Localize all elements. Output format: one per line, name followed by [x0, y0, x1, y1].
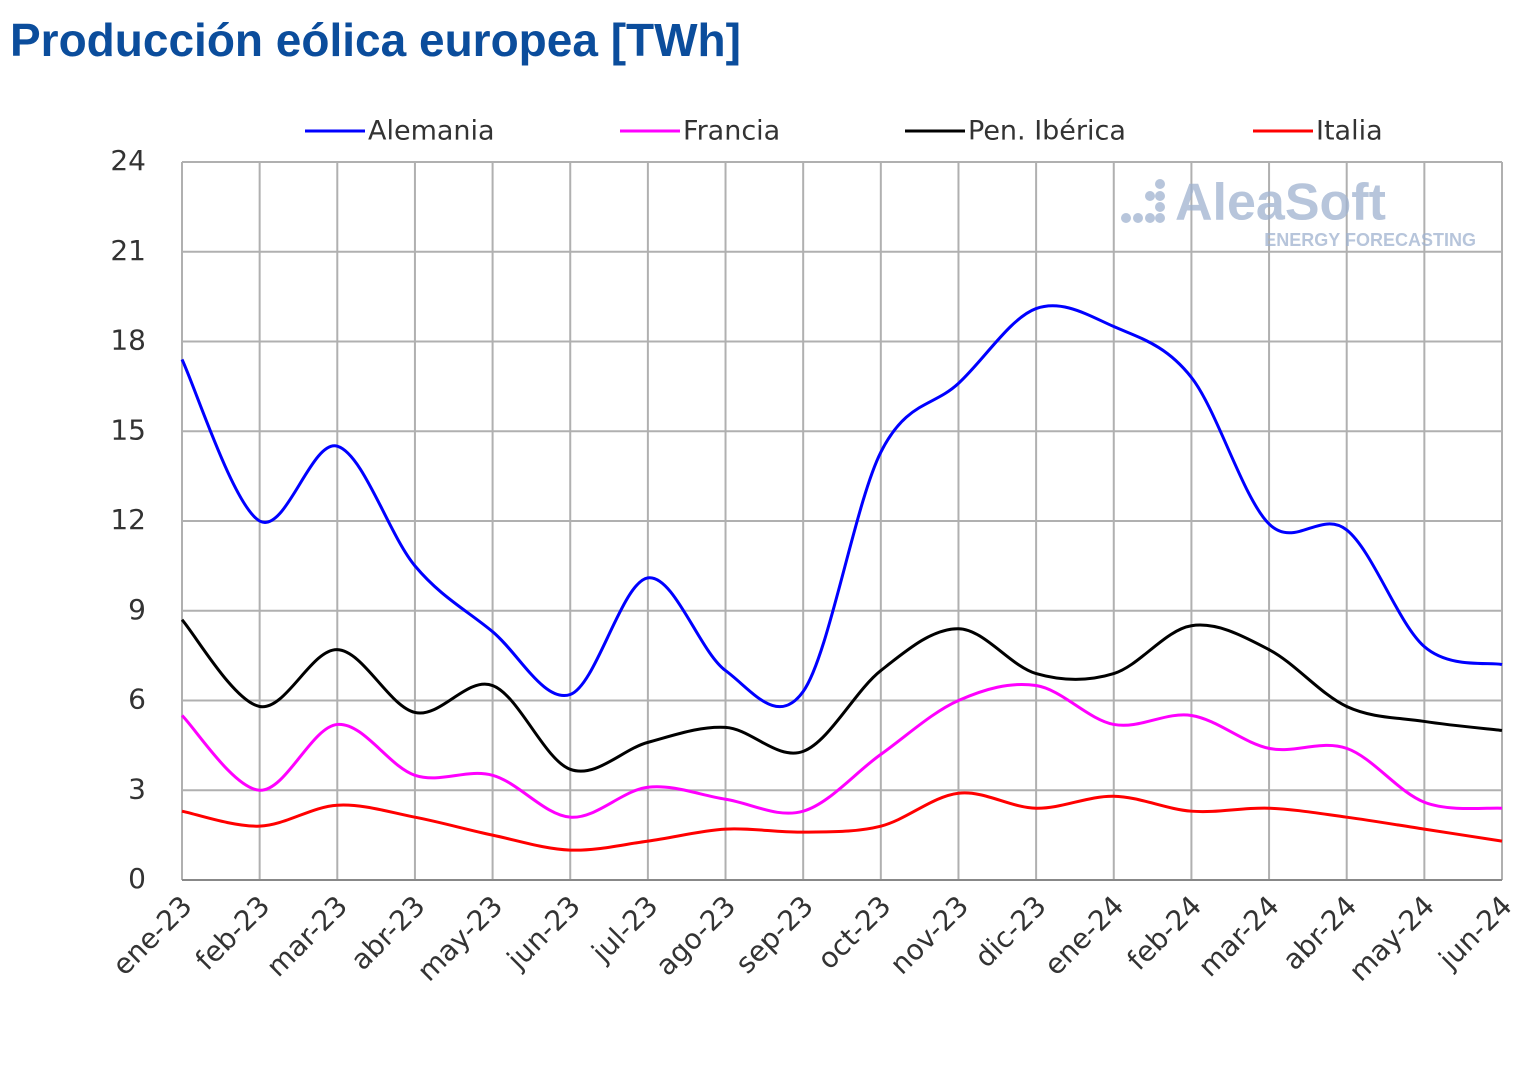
y-tick-label: 9: [128, 593, 146, 626]
x-tick-label: ene-23: [106, 889, 199, 982]
legend-label: Alemania: [368, 116, 495, 147]
watermark-logo: [1121, 179, 1165, 223]
y-tick-label: 18: [110, 324, 146, 357]
x-tick-label: ago-23: [649, 889, 742, 982]
y-tick-label: 6: [128, 683, 146, 716]
y-tick-label: 15: [110, 413, 146, 446]
series-line: [181, 791, 1503, 852]
y-tick-label: 12: [110, 503, 146, 536]
x-tick-label: mar-24: [1192, 889, 1286, 983]
y-tick-label: 24: [110, 144, 146, 177]
y-tick-label: 21: [110, 234, 146, 267]
x-tick-label: jun-24: [1432, 889, 1519, 976]
y-tick-label: 0: [128, 862, 146, 895]
x-tick-label: nov-23: [884, 889, 976, 981]
series-line: [180, 618, 1503, 773]
legend-label: Pen. Ibérica: [968, 116, 1126, 147]
chart-title: Producción eólica europea [TWh]: [10, 14, 741, 66]
x-tick-label: may-23: [411, 889, 509, 987]
watermark-tagline: ENERGY FORECASTING: [1264, 230, 1476, 250]
x-tick-label: jun-23: [500, 889, 587, 976]
legend-label: Italia: [1316, 116, 1383, 147]
legend-label: Francia: [683, 116, 780, 147]
x-tick-label: oct-23: [811, 889, 897, 975]
x-tick-label: may-24: [1342, 889, 1440, 987]
series-line: [180, 682, 1503, 819]
watermark: AleaSoft ENERGY FORECASTING: [1121, 174, 1476, 250]
x-tick-label: ene-24: [1038, 889, 1131, 982]
x-tick-label: mar-23: [260, 889, 354, 983]
series-line: [180, 304, 1503, 708]
x-tick-label: sep-23: [729, 889, 820, 980]
y-tick-label: 3: [128, 772, 146, 805]
watermark-brand: AleaSoft: [1175, 174, 1386, 232]
